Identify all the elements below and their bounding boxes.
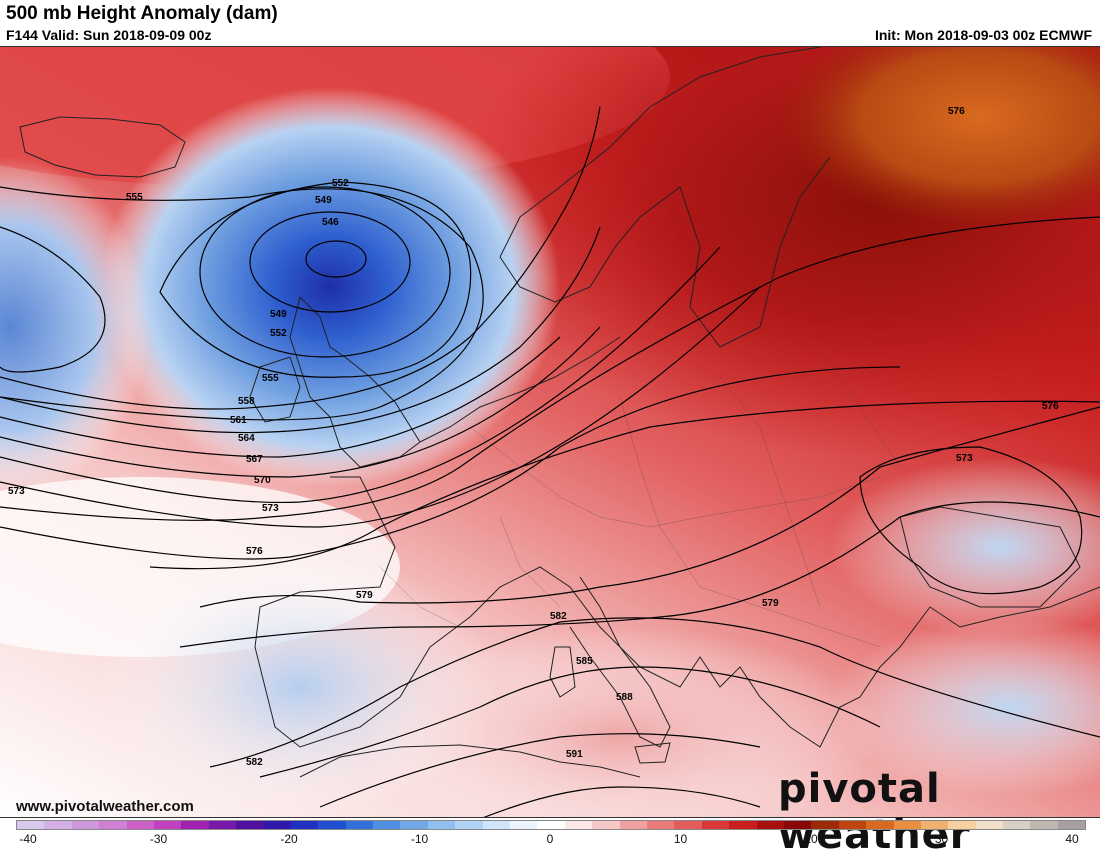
color-scale-cell [838, 821, 867, 829]
color-scale-bar [16, 820, 1086, 830]
contour-label: 555 [126, 192, 143, 203]
init-time: Init: Mon 2018-09-03 00z ECMWF [874, 27, 1092, 43]
contour-label: 570 [254, 475, 271, 486]
map-panel: 552 549 546 555 549 552 555 558 561 564 … [0, 46, 1100, 818]
west-atlantic-low [0, 157, 150, 497]
color-scale-cell [126, 821, 154, 829]
contour-label: 546 [322, 217, 339, 228]
color-scale-cell [564, 821, 593, 829]
contour-label: 564 [238, 433, 255, 444]
contour-label-group: 552 549 546 555 549 552 555 558 561 564 … [8, 106, 1059, 768]
southeast-anomaly [830, 617, 1100, 797]
positive-anomaly-max [780, 47, 1100, 227]
color-scale-cell [811, 821, 839, 829]
mediterranean-anomaly [360, 627, 880, 817]
color-scale-cell [646, 821, 675, 829]
website-watermark: www.pivotalweather.com [16, 798, 194, 815]
color-scale-cell [153, 821, 182, 829]
color-scale-tick-label: -20 [280, 832, 298, 846]
contour-label: 579 [762, 598, 779, 609]
color-scale-cell [318, 821, 346, 829]
color-scale-cell [482, 821, 511, 829]
color-scale-cell [756, 821, 784, 829]
color-scale-cell [783, 821, 812, 829]
color-scale-cell [537, 821, 565, 829]
color-scale-tick-label: 40 [1065, 832, 1079, 846]
contour-label: 573 [262, 503, 279, 514]
contour-label: 582 [246, 757, 263, 768]
east-anomaly [830, 457, 1100, 637]
color-scale-cell [674, 821, 702, 829]
contour-label: 573 [956, 453, 973, 464]
color-scale-cell [455, 821, 483, 829]
color-scale-cell [619, 821, 647, 829]
color-scale-cell [592, 821, 620, 829]
color-scale-cell [71, 821, 100, 829]
color-scale-cell [263, 821, 291, 829]
contour-label: 561 [230, 415, 247, 426]
color-scale-tick-label: 0 [546, 832, 554, 846]
height-anomaly-map: 552 549 546 555 549 552 555 558 561 564 … [0, 47, 1100, 817]
color-scale-cell [290, 821, 319, 829]
color-scale-cell [427, 821, 456, 829]
color-scale-cell [181, 821, 209, 829]
brand-watermark: pivotal weather [778, 766, 971, 850]
color-scale-cell [701, 821, 730, 829]
color-scale-cell [920, 821, 949, 829]
color-scale-cell [729, 821, 757, 829]
color-scale-ticks: -40 -30 -20 -10 0 10 20 30 40 [0, 820, 1100, 850]
borders [379, 346, 901, 648]
contour-label: 588 [616, 692, 633, 703]
color-scale-tick-label: -30 [149, 832, 168, 846]
color-scale-tick-label: 30 [934, 832, 949, 846]
color-scale-cell [208, 821, 237, 829]
contour-label: 552 [270, 328, 287, 339]
color-scale-cell [236, 821, 264, 829]
color-scale-cell [1057, 821, 1086, 829]
valid-time: F144 Valid: Sun 2018-09-09 00z [6, 27, 212, 43]
contour-label: 567 [246, 454, 263, 465]
contour-label: 576 [948, 106, 965, 117]
negative-anomaly-low [100, 87, 560, 487]
contour-label: 552 [332, 178, 349, 189]
color-scale-cell [345, 821, 374, 829]
contour-label: 549 [315, 195, 332, 206]
contour-label: 576 [1042, 401, 1059, 412]
color-scale-cell [44, 821, 72, 829]
map-title: 500 mb Height Anomaly (dam) [6, 3, 278, 24]
color-scale-cell [948, 821, 976, 829]
contour-label: 549 [270, 309, 287, 320]
contour-label: 582 [550, 611, 567, 622]
contour-label: 555 [262, 373, 279, 384]
contour-label: 573 [8, 486, 25, 497]
color-scale-cell [866, 821, 894, 829]
contour-label: 579 [356, 590, 373, 601]
height-contours [0, 106, 1100, 817]
color-scale-tick-label: 10 [673, 832, 688, 846]
color-scale-cell [975, 821, 1004, 829]
contour-label: 591 [566, 749, 583, 760]
color-scale-cell [99, 821, 127, 829]
color-scale-cell [373, 821, 401, 829]
contour-label: 585 [576, 656, 593, 667]
color-scale-cell [893, 821, 921, 829]
color-scale-cell [1030, 821, 1058, 829]
contour-label: 576 [246, 546, 263, 557]
chart-header: 500 mb Height Anomaly (dam) F144 Valid: … [0, 0, 1100, 46]
color-scale-tick-label: -10 [410, 832, 429, 846]
contour-label: 558 [238, 396, 255, 407]
color-scale-tick-label: -40 [19, 832, 37, 846]
color-scale-cell [400, 821, 428, 829]
color-scale-cell [17, 821, 45, 829]
color-scale-cell [1003, 821, 1031, 829]
color-scale-tick-label: 20 [804, 832, 818, 846]
color-scale-cell [510, 821, 538, 829]
